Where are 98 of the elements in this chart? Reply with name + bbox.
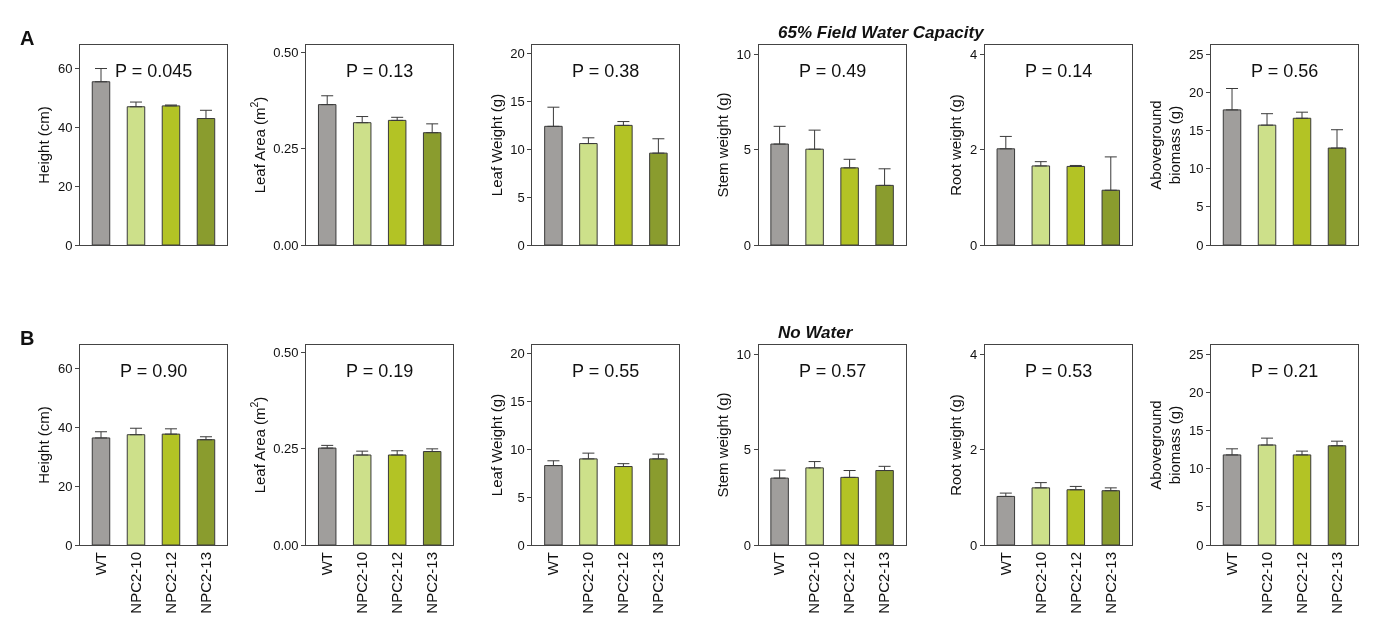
annotation: P = 0.21 [1251,361,1319,381]
x-tick-label: NPC2-10 [1031,552,1049,614]
x-tick-label: NPC2-13 [1101,552,1119,614]
annotation: P = 0.57 [799,361,867,381]
x-tick-label: NPC2-10 [579,552,597,614]
annotation: P = 0.56 [1251,61,1319,81]
y-tick-label: 10 [1188,461,1204,477]
y-tick-label: 20 [510,46,525,62]
x-tick-label: NPC2-12 [388,552,406,614]
y-tick-label: 10 [736,347,752,363]
x-tick-label: WT [1222,552,1240,576]
x-tick-label: WT [318,552,336,576]
y-tick-label: 4 [969,347,978,363]
y-tick-label: 0.00 [273,237,299,253]
text: B [20,327,35,349]
y-axis-title: Height (cm) [35,106,53,184]
y-tick-label: 5 [743,442,752,458]
y-tick-label: 10 [510,441,525,457]
y-tick-label: 15 [1188,423,1204,439]
x-tick-label: NPC2-13 [649,552,667,614]
y-tick-label: 20 [510,346,525,362]
y-tick-label: 60 [57,361,73,377]
y-axis-title: Stem weight (g) [713,92,731,198]
y-tick-label: 15 [510,94,525,110]
annotation: P = 0.14 [1025,61,1093,81]
annotation: P = 0.38 [572,61,640,81]
y-axis-title: Aboveground biomass (g) [1146,100,1184,190]
y-tick-label: 5 [517,189,525,205]
y-tick-label: 0.50 [273,45,299,61]
y-tick-label: 60 [57,61,73,77]
y-tick-label: 0.25 [273,141,299,157]
x-tick-label: NPC2-12 [840,552,858,614]
y-tick-label: 2 [969,442,978,458]
x-tick-label: NPC2-12 [1066,552,1084,614]
y-tick-label: 10 [736,47,752,63]
y-axis-title: Height (cm) [35,406,53,484]
y-tick-label: 2 [969,142,978,158]
chart-title: No Water [778,323,854,342]
y-axis-title: Leaf Weight (g) [487,393,505,497]
x-tick-label: WT [91,552,109,576]
y-tick-label: 20 [1188,84,1204,100]
y-tick-label: 0 [65,237,73,253]
annotation: P = 0.49 [799,61,867,81]
y-tick-label: 0.25 [273,441,299,457]
x-tick-label: NPC2-12 [1292,552,1310,614]
x-tick-label: NPC2-12 [614,552,632,614]
y-tick-label: 10 [1188,161,1204,177]
y-tick-label: 0 [517,237,525,253]
y-axis-title: Root weight (g) [947,394,965,496]
y-tick-label: 0 [969,537,978,553]
x-tick-label: NPC2-10 [805,552,823,614]
x-tick-label: NPC2-13 [423,552,441,614]
annotation: P = 0.13 [346,61,414,81]
y-tick-label: 5 [517,489,525,505]
y-tick-label: 0 [65,537,73,553]
y-tick-label: 25 [1188,46,1204,62]
y-tick-label: 40 [57,119,73,135]
y-tick-label: 0 [969,237,978,253]
y-axis-title: Aboveground biomass (g) [1146,400,1184,490]
chart-title: 65% Field Water Capacity [778,23,986,42]
x-tick-label: NPC2-13 [196,552,214,614]
x-tick-label: WT [544,552,562,576]
y-tick-label: 0 [517,537,525,553]
y-tick-label: 25 [1188,346,1204,362]
y-tick-label: 5 [1196,199,1204,215]
y-axis-title: Root weight (g) [947,94,965,196]
y-tick-label: 0 [743,537,752,553]
y-tick-label: 0 [1196,237,1204,253]
annotation: P = 0.19 [346,361,414,381]
x-tick-label: NPC2-10 [126,552,144,614]
x-tick-label: WT [770,552,788,576]
y-tick-label: 20 [57,178,73,194]
y-tick-label: 0 [743,237,752,253]
annotation: P = 0.045 [115,61,193,81]
y-tick-label: 10 [510,141,525,157]
y-tick-label: 4 [969,47,978,63]
y-axis-title: Stem weight (g) [713,392,731,498]
x-tick-label: NPC2-10 [1257,552,1275,614]
x-tick-label: NPC2-12 [161,552,179,614]
annotation: P = 0.53 [1025,361,1093,381]
x-tick-label: NPC2-13 [875,552,893,614]
y-tick-label: 20 [57,478,73,494]
y-tick-label: 15 [1188,123,1204,139]
text: A [20,27,35,49]
y-tick-label: 5 [1196,499,1204,515]
x-tick-label: WT [996,552,1014,576]
y-tick-label: 0 [1196,537,1204,553]
y-axis-title: Leaf Weight (g) [487,93,505,197]
x-tick-label: NPC2-13 [1327,552,1345,614]
y-tick-label: 5 [743,142,752,158]
annotation: P = 0.90 [120,361,188,381]
y-tick-label: 0.00 [273,537,299,553]
y-tick-label: 40 [57,419,73,435]
y-tick-label: 20 [1188,384,1204,400]
x-tick-label: NPC2-10 [353,552,371,614]
annotation: P = 0.55 [572,361,640,381]
y-tick-label: 15 [510,394,525,410]
y-tick-label: 0.50 [273,345,299,361]
